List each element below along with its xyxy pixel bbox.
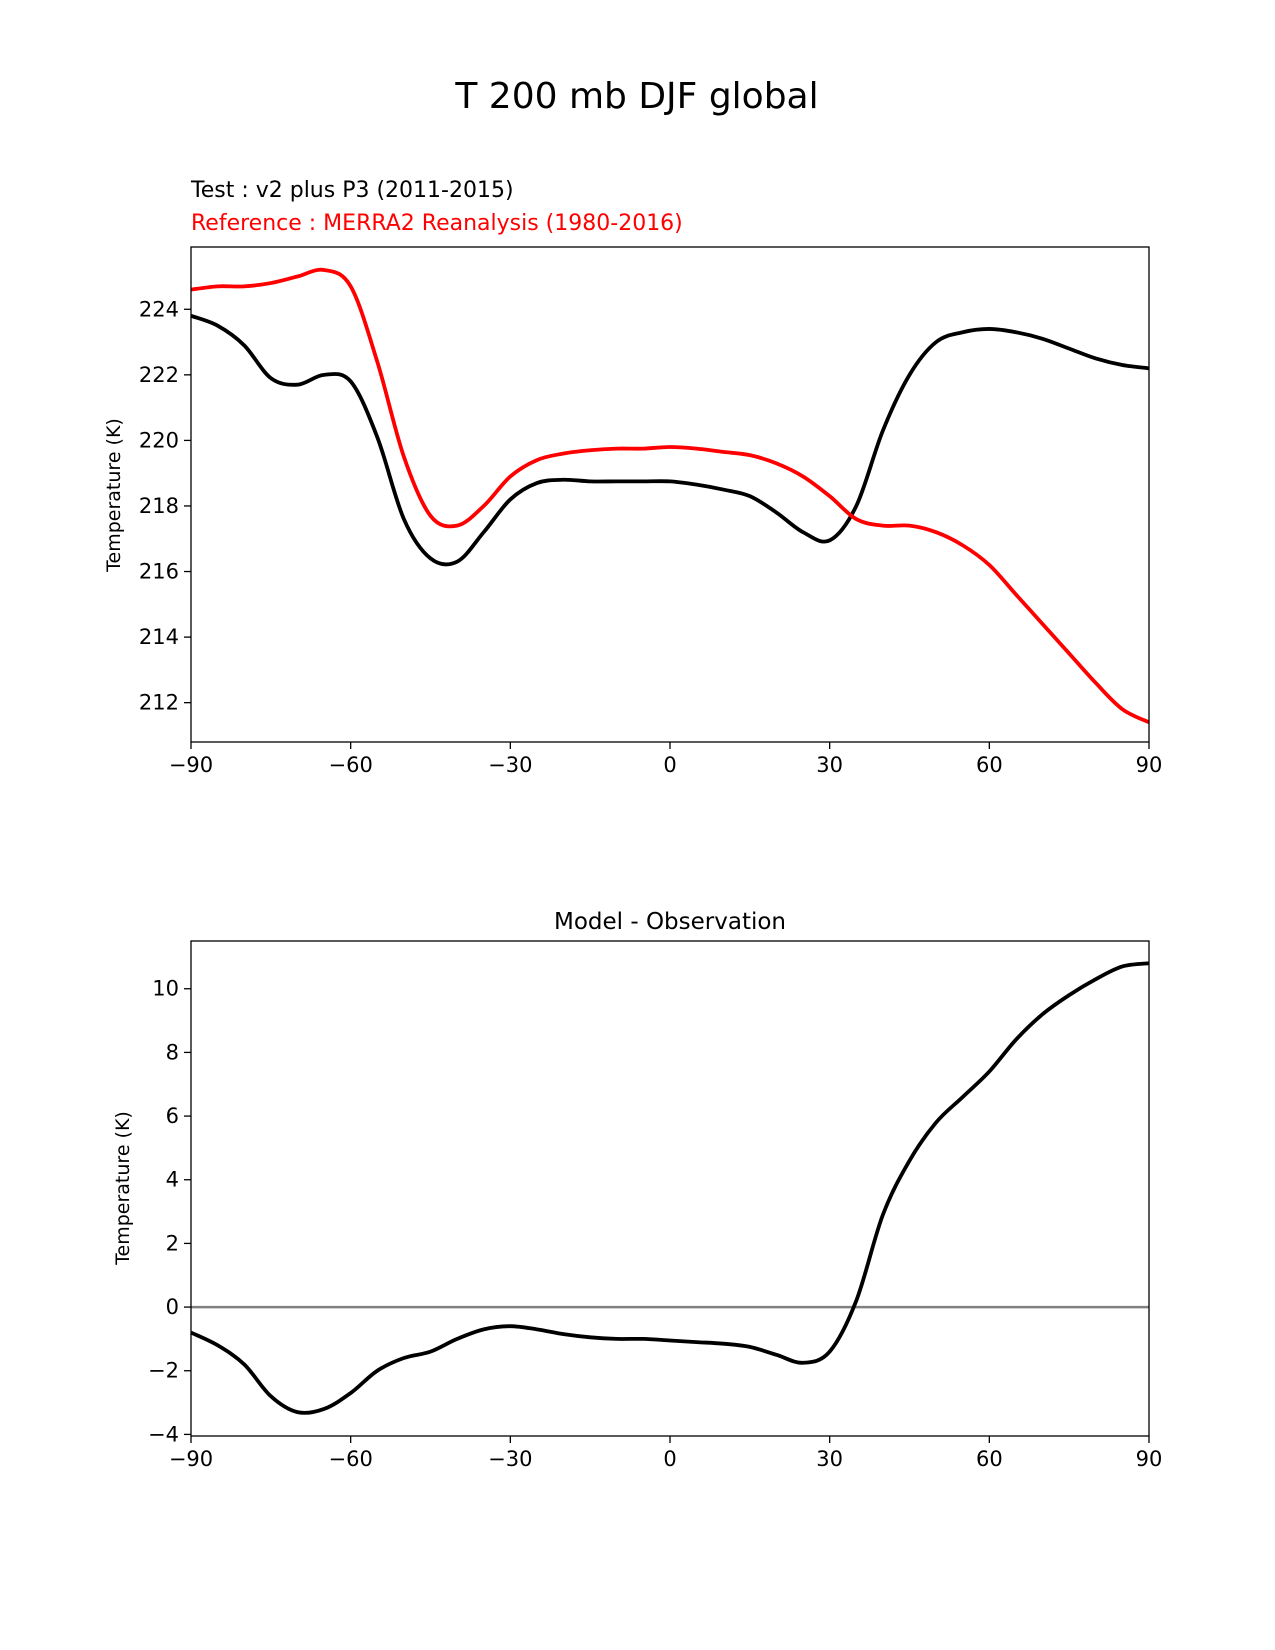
x-tick-label: 90 (1136, 1447, 1163, 1471)
plot-frame (190, 940, 1150, 1437)
x-tick-label: 60 (976, 1447, 1003, 1471)
y-tick-label: 4 (166, 1168, 179, 1192)
y-tick-label: 10 (152, 977, 179, 1001)
x-tick-label: 30 (816, 753, 843, 777)
x-tick-label: 0 (663, 753, 676, 777)
y-tick-label: 8 (166, 1040, 179, 1064)
y-tick-label: −2 (148, 1359, 179, 1383)
y-tick-label: −4 (148, 1422, 179, 1446)
x-tick-label: −30 (488, 753, 532, 777)
y-tick-label: 224 (139, 297, 179, 321)
y-tick-label: 0 (166, 1295, 179, 1319)
y-tick-label: 2 (166, 1231, 179, 1255)
x-tick-label: −90 (169, 753, 213, 777)
y-tick-label: 212 (139, 691, 179, 715)
y-axis-label: Temperature (K) (112, 1111, 134, 1266)
y-tick-label: 218 (139, 494, 179, 518)
y-tick-label: 220 (139, 428, 179, 452)
y-tick-label: 216 (139, 560, 179, 584)
reference-label: Reference : MERRA2 Reanalysis (1980-2016… (191, 211, 683, 236)
figure-title: T 200 mb DJF global (454, 76, 818, 117)
top-panel: Test : v2 plus P3 (2011-2015) Reference … (103, 178, 1162, 777)
plot-frame (190, 246, 1150, 743)
series-line-difference (190, 961, 1150, 1415)
panel-title: Model - Observation (554, 909, 786, 935)
y-tick-label: 6 (166, 1104, 179, 1128)
x-tick-label: −60 (329, 1447, 373, 1471)
series-line-reference (190, 267, 1150, 725)
x-tick-label: −90 (169, 1447, 213, 1471)
y-tick-label: 214 (139, 625, 179, 649)
x-tick-label: 0 (663, 1447, 676, 1471)
test-label: Test : v2 plus P3 (2011-2015) (190, 178, 514, 203)
x-tick-label: −60 (329, 753, 373, 777)
x-tick-label: −30 (488, 1447, 532, 1471)
x-tick-label: 30 (816, 1447, 843, 1471)
x-tick-label: 60 (976, 753, 1003, 777)
y-tick-label: 222 (139, 363, 179, 387)
x-tick-label: 90 (1136, 753, 1163, 777)
y-axis-label: Temperature (K) (103, 418, 125, 573)
bottom-panel: Model - Observation Temperature (K) −90−… (112, 909, 1162, 1471)
series-line-test (190, 314, 1150, 567)
